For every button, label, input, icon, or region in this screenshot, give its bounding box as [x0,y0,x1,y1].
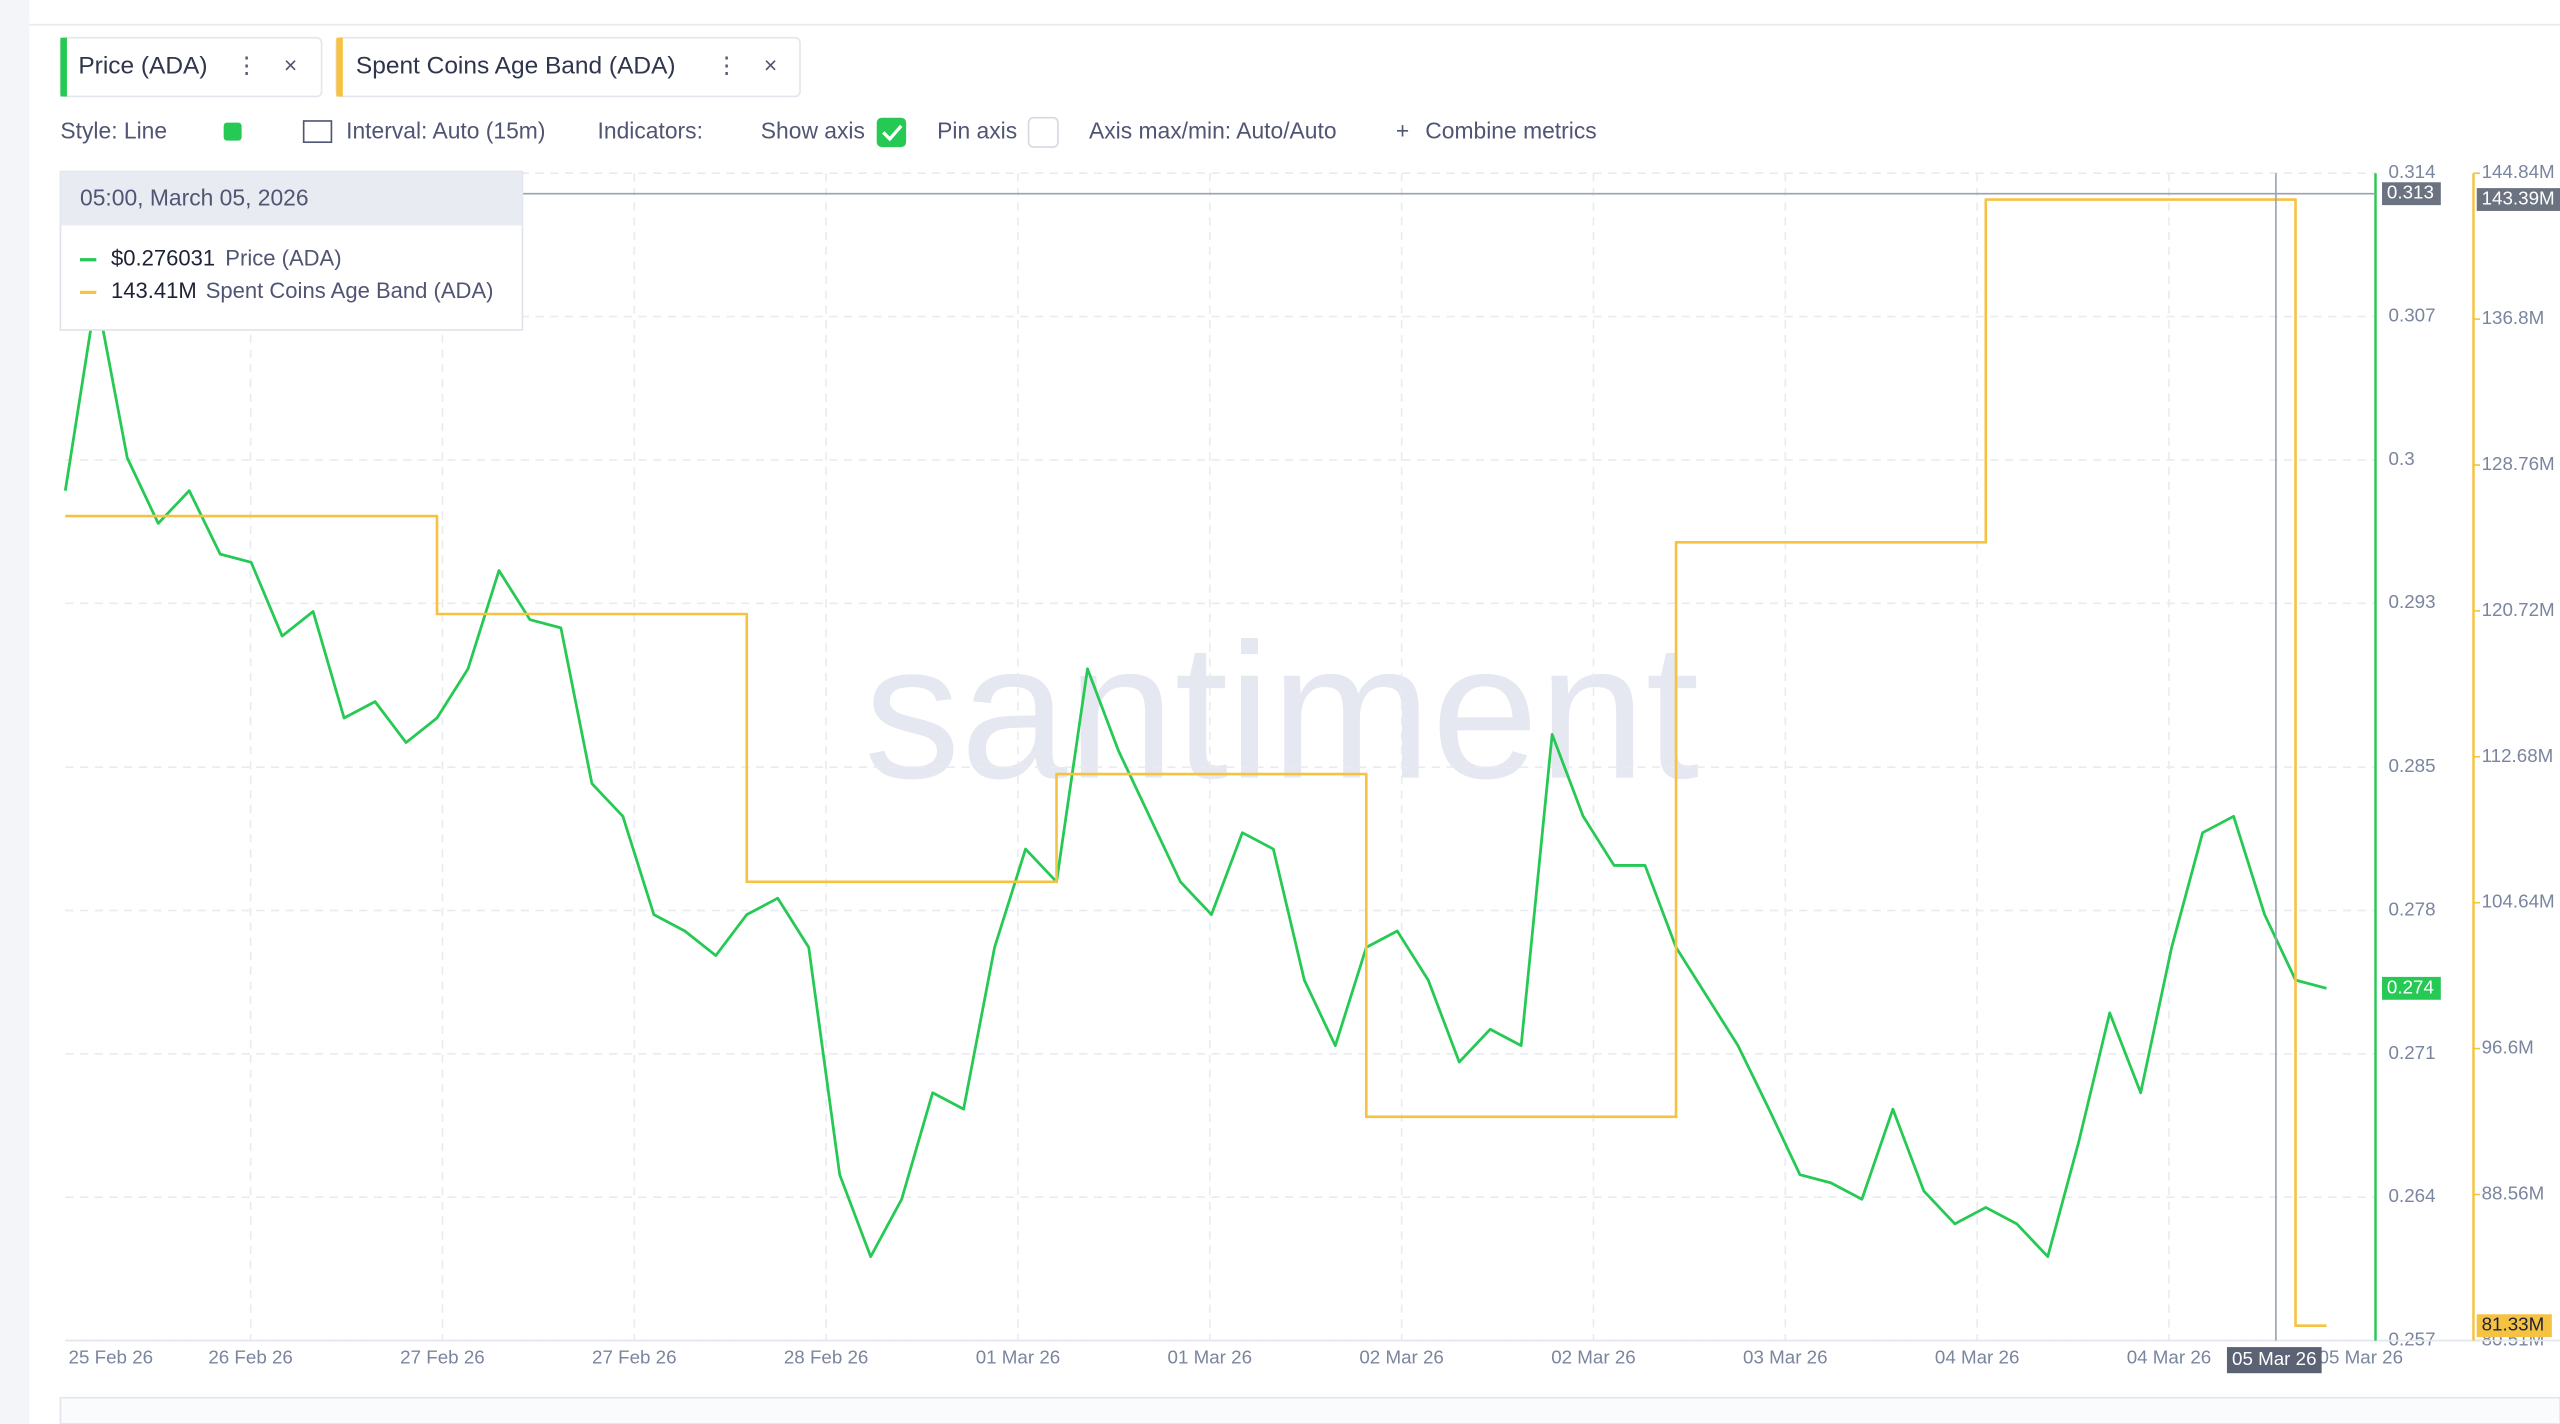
tab-label: Spent Coins Age Band (ADA) [356,53,676,80]
tab-menu[interactable]: ⋮ [235,52,258,78]
tab-label: Price (ADA) [78,53,207,80]
crosshair-y2-label: 143.39M [2482,187,2555,208]
x-tick-label: 28 Feb 26 [784,1346,869,1367]
x-tick-label: 02 Mar 26 [1359,1346,1444,1367]
x-tick-label: 25 Feb 26 [69,1346,154,1367]
crosshair-badge [2382,182,2441,206]
y-tick-label: 0.257 [2389,1329,2436,1350]
y2-tick-label: 128.76M [2482,453,2555,474]
crosshair-badge [2226,1347,2322,1374]
interval-icon [302,120,333,144]
tooltip-title: 05:00, March 05, 2026 [80,184,309,210]
tooltip-value: 143.41M [111,278,197,303]
crosshair-y-label: 0.313 [2387,182,2434,203]
tab-close[interactable]: × [284,52,297,78]
y2-tick-label: 144.84M [2482,161,2555,182]
crosshair-x-label: 05 Mar 26 [2232,1348,2317,1369]
x-tick-label: 27 Feb 26 [592,1346,677,1367]
last-value-label: 81.33M [2482,1314,2545,1335]
x-tick-label: 01 Mar 26 [1168,1346,1253,1367]
y2-tick-label: 136.8M [2482,307,2545,328]
axis-maxmin[interactable]: Axis max/min: Auto/Auto [1089,117,1337,143]
crosshair-badge [2476,188,2560,211]
tooltip-name: Price (ADA) [225,246,341,271]
last-value-badge [2476,1314,2552,1338]
y2-tick-label: 96.6M [2482,1037,2534,1058]
tooltip: 05:00, March 05, 2026 $0.276031 Price (A… [59,170,524,331]
series-line [63,292,2327,1258]
interval-select[interactable]: Interval: Auto (15m) [346,117,545,143]
color-picker[interactable] [223,122,242,141]
chart: santiment 25 Feb 26 26 Feb 26 27 Feb 26 27 F… [63,161,2560,1374]
x-tick-label: 02 Mar 26 [1551,1346,1636,1367]
indicators-select[interactable]: Indicators: [598,117,703,143]
combine-metrics[interactable]: Combine metrics [1425,117,1596,143]
last-value-label: 0.274 [2387,976,2434,997]
y-tick-label: 0.307 [2389,305,2436,326]
show-axis-checkbox[interactable] [876,117,907,148]
x-tick-label: 04 Mar 26 [2127,1346,2212,1367]
y-tick-label: 0.278 [2389,898,2436,919]
x-tick-label: 04 Mar 26 [1935,1346,2020,1367]
tab[interactable]: Price (ADA) ⋮ × [59,36,323,98]
x-tick-label: 03 Mar 26 [1743,1346,1828,1367]
tooltip-value: $0.276031 [111,246,215,271]
watermark: santiment [864,604,1699,819]
check-icon [882,124,903,142]
plus-icon: + [1396,117,1409,143]
tab[interactable]: Spent Coins Age Band (ADA) ⋮ × [335,36,801,98]
show-axis[interactable]: Show axis [761,117,865,143]
y-tick-label: 0.3 [2389,448,2415,469]
y2-tick-label: 112.68M [2482,745,2554,766]
y-tick-label: 0.314 [2389,161,2436,182]
series-line [65,198,2327,1327]
y2-tick-label: 120.72M [2482,599,2555,620]
y-tick-label: 0.264 [2389,1185,2436,1206]
tab-menu[interactable]: ⋮ [715,52,738,78]
sidebar [0,0,30,1424]
y-tick-label: 0.271 [2389,1042,2436,1063]
tab-close[interactable]: × [764,52,777,78]
style-select[interactable]: Style: Line [60,117,167,143]
x-tick-label: 26 Feb 26 [208,1346,293,1367]
x-tick-label: 01 Mar 26 [976,1346,1061,1367]
last-value-badge [2382,976,2441,1000]
x-tick-label: 05 Mar 26 [2319,1346,2404,1367]
y-tick-label: 0.285 [2389,755,2436,776]
y2-tick-label: 104.64M [2482,891,2555,912]
navigator[interactable] [59,1396,2560,1424]
pin-axis-checkbox[interactable] [1027,116,1059,148]
x-tick-label: 27 Feb 26 [400,1346,485,1367]
pin-axis[interactable]: Pin axis [937,117,1017,143]
y-tick-label: 0.293 [2389,591,2436,612]
tooltip-name: Spent Coins Age Band (ADA) [206,278,494,303]
y2-tick-label: 88.56M [2482,1182,2545,1203]
